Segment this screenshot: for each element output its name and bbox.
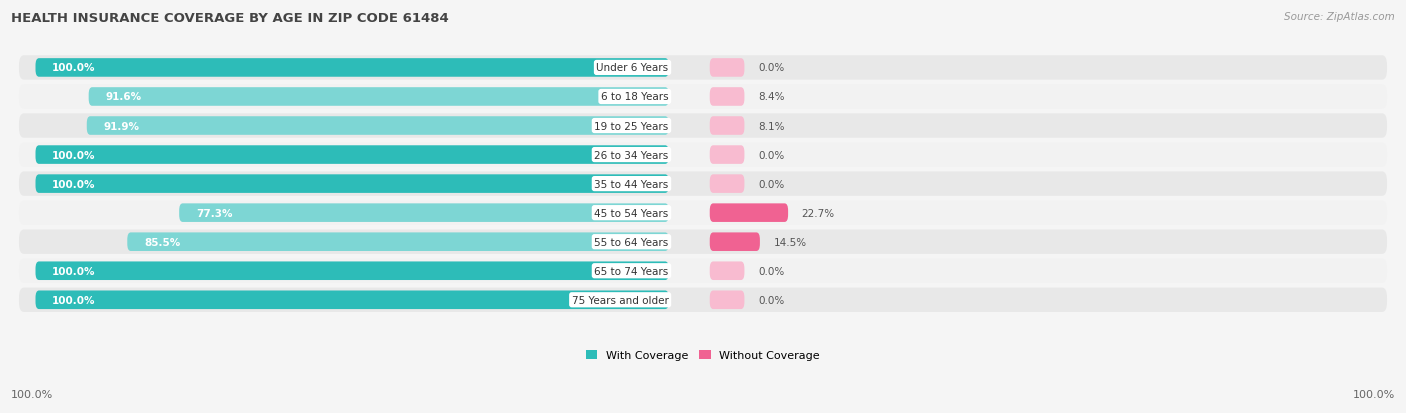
FancyBboxPatch shape: [35, 291, 669, 309]
Text: Under 6 Years: Under 6 Years: [596, 63, 669, 73]
Text: HEALTH INSURANCE COVERAGE BY AGE IN ZIP CODE 61484: HEALTH INSURANCE COVERAGE BY AGE IN ZIP …: [11, 12, 449, 25]
FancyBboxPatch shape: [35, 175, 669, 193]
Text: 0.0%: 0.0%: [758, 295, 785, 305]
Legend: With Coverage, Without Coverage: With Coverage, Without Coverage: [586, 350, 820, 361]
Text: Source: ZipAtlas.com: Source: ZipAtlas.com: [1284, 12, 1395, 22]
FancyBboxPatch shape: [710, 88, 744, 107]
Text: 65 to 74 Years: 65 to 74 Years: [595, 266, 669, 276]
Text: 100.0%: 100.0%: [52, 63, 96, 73]
FancyBboxPatch shape: [35, 59, 669, 78]
Text: 77.3%: 77.3%: [195, 208, 232, 218]
Text: 19 to 25 Years: 19 to 25 Years: [595, 121, 669, 131]
Text: 35 to 44 Years: 35 to 44 Years: [595, 179, 669, 189]
FancyBboxPatch shape: [35, 146, 669, 164]
Text: 100.0%: 100.0%: [52, 266, 96, 276]
Text: 91.9%: 91.9%: [104, 121, 139, 131]
FancyBboxPatch shape: [20, 288, 1386, 312]
Text: 55 to 64 Years: 55 to 64 Years: [595, 237, 669, 247]
Text: 45 to 54 Years: 45 to 54 Years: [595, 208, 669, 218]
Text: 26 to 34 Years: 26 to 34 Years: [595, 150, 669, 160]
FancyBboxPatch shape: [710, 117, 744, 135]
Text: 6 to 18 Years: 6 to 18 Years: [600, 92, 669, 102]
Text: 100.0%: 100.0%: [52, 295, 96, 305]
Text: 85.5%: 85.5%: [143, 237, 180, 247]
FancyBboxPatch shape: [89, 88, 669, 107]
Text: 100.0%: 100.0%: [52, 150, 96, 160]
Text: 91.6%: 91.6%: [105, 92, 142, 102]
Text: 14.5%: 14.5%: [773, 237, 807, 247]
Text: 0.0%: 0.0%: [758, 266, 785, 276]
FancyBboxPatch shape: [710, 204, 789, 223]
Text: 75 Years and older: 75 Years and older: [572, 295, 669, 305]
FancyBboxPatch shape: [179, 204, 669, 223]
Text: 22.7%: 22.7%: [801, 208, 835, 218]
FancyBboxPatch shape: [710, 175, 744, 193]
Text: 0.0%: 0.0%: [758, 63, 785, 73]
FancyBboxPatch shape: [87, 117, 669, 135]
FancyBboxPatch shape: [710, 291, 744, 309]
FancyBboxPatch shape: [20, 85, 1386, 109]
Text: 8.1%: 8.1%: [758, 121, 785, 131]
FancyBboxPatch shape: [35, 262, 669, 280]
FancyBboxPatch shape: [20, 56, 1386, 81]
FancyBboxPatch shape: [710, 262, 744, 280]
Text: 0.0%: 0.0%: [758, 150, 785, 160]
FancyBboxPatch shape: [20, 259, 1386, 283]
FancyBboxPatch shape: [20, 172, 1386, 196]
Text: 100.0%: 100.0%: [52, 179, 96, 189]
FancyBboxPatch shape: [20, 114, 1386, 138]
Text: 100.0%: 100.0%: [11, 389, 53, 399]
FancyBboxPatch shape: [20, 230, 1386, 254]
FancyBboxPatch shape: [128, 233, 669, 252]
FancyBboxPatch shape: [710, 59, 744, 78]
Text: 100.0%: 100.0%: [1353, 389, 1395, 399]
Text: 0.0%: 0.0%: [758, 179, 785, 189]
FancyBboxPatch shape: [710, 233, 759, 252]
FancyBboxPatch shape: [20, 143, 1386, 167]
FancyBboxPatch shape: [20, 201, 1386, 225]
Text: 8.4%: 8.4%: [758, 92, 785, 102]
FancyBboxPatch shape: [710, 146, 744, 164]
